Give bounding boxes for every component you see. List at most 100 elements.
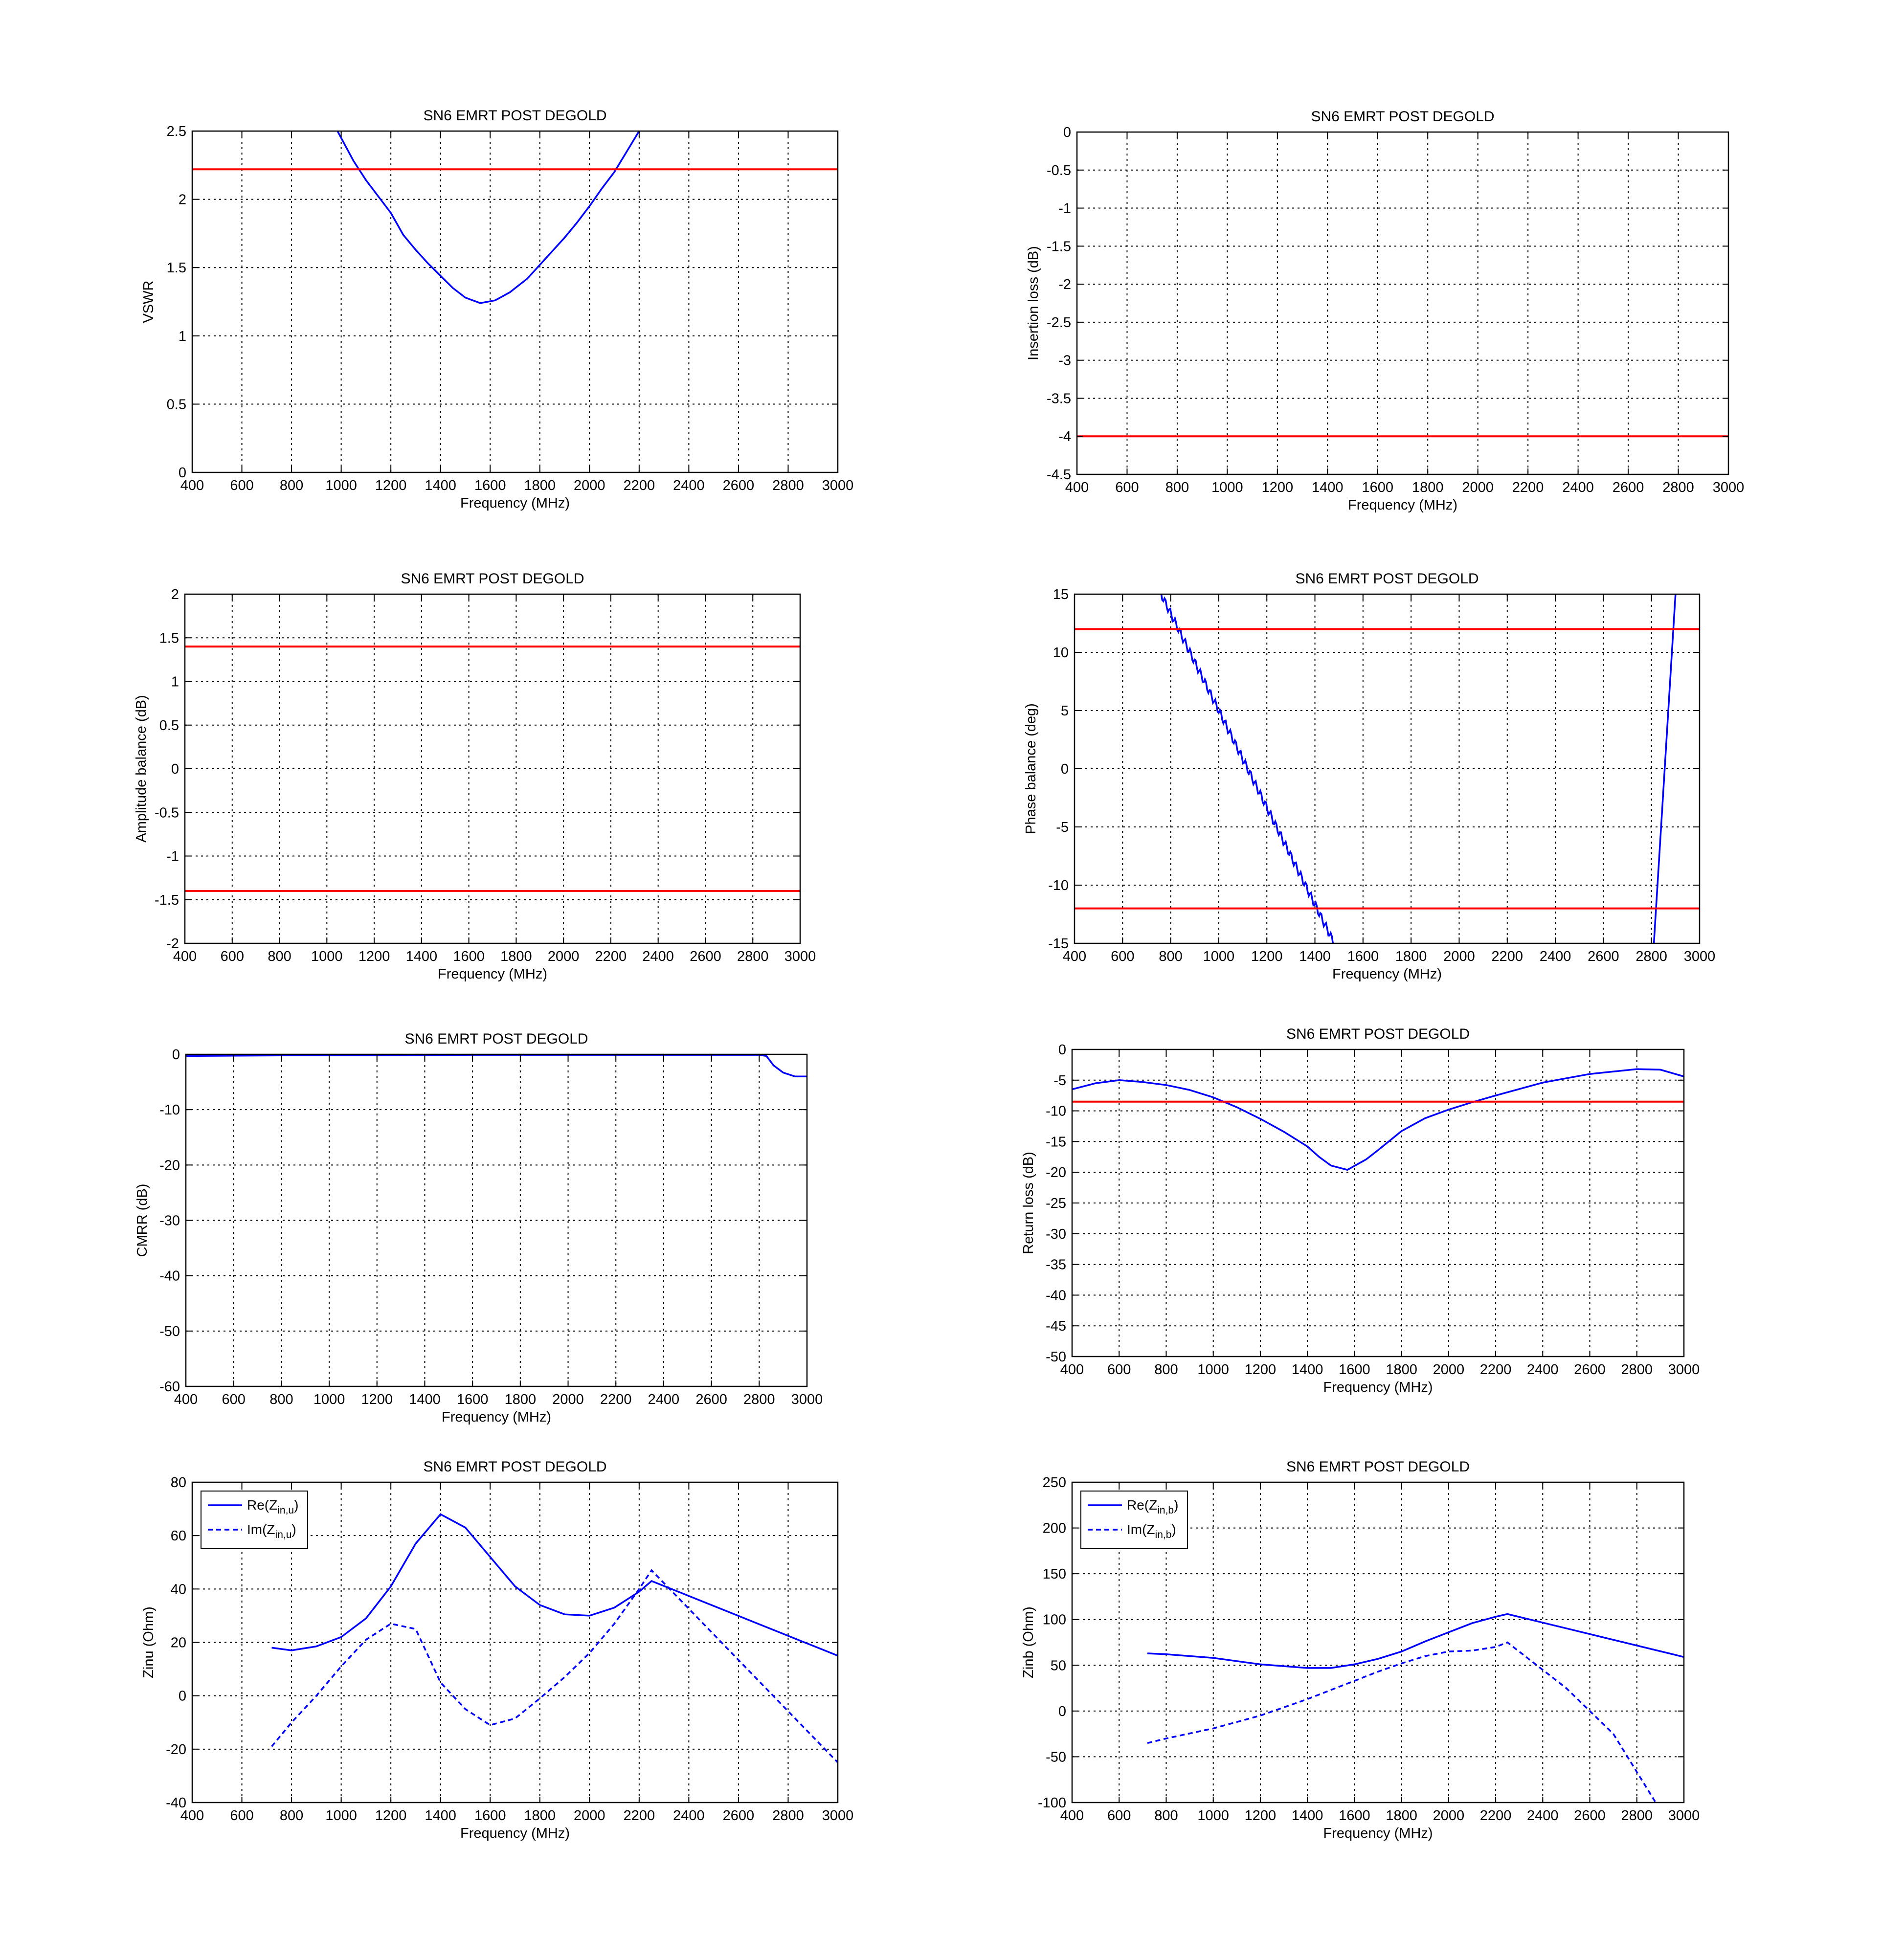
- x-tick-label: 1000: [1197, 1362, 1229, 1378]
- x-tick-label: 1200: [1251, 949, 1283, 964]
- x-tick-label: 600: [1107, 1808, 1131, 1824]
- chart-title: SN6 EMRT POST DEGOLD: [423, 1459, 606, 1475]
- x-tick-label: 1600: [474, 1808, 506, 1824]
- x-tick-label: 600: [1115, 480, 1139, 495]
- x-tick-label: 1200: [375, 1808, 407, 1824]
- x-tick-label: 1400: [1299, 949, 1331, 964]
- x-tick-label: 2400: [1540, 949, 1571, 964]
- legend-label-close: ): [1171, 1522, 1176, 1537]
- legend-label-sub: in,u: [275, 1529, 292, 1540]
- chart-title: SN6 EMRT POST DEGOLD: [401, 571, 584, 587]
- y-tick-label: -50: [1046, 1349, 1066, 1365]
- y-tick-label: 60: [171, 1528, 186, 1544]
- y-tick-label: 1: [171, 674, 179, 690]
- x-tick-label: 2800: [737, 949, 769, 964]
- x-tick-label: 3000: [822, 1808, 854, 1824]
- x-tick-label: 1600: [1362, 480, 1394, 495]
- y-tick-label: -1.5: [1047, 239, 1071, 254]
- data-series-0: [1072, 1068, 1684, 1171]
- y-tick-label: 1.5: [167, 260, 186, 276]
- x-tick-label: 2600: [695, 1392, 727, 1407]
- x-tick-label: 1800: [1412, 480, 1444, 495]
- x-tick-label: 2800: [743, 1392, 775, 1407]
- y-tick-label: 250: [1043, 1475, 1066, 1491]
- y-tick-label: 200: [1043, 1521, 1066, 1537]
- chart-title: SN6 EMRT POST DEGOLD: [423, 108, 606, 124]
- x-tick-label: 1200: [358, 949, 390, 964]
- y-axis-label: Amplitude balance (dB): [134, 695, 149, 842]
- phase-chart: 400 600 800 1000 1200 1400 1600 1800 2000 2200 240…: [1023, 571, 1715, 982]
- y-tick-label: -10: [1048, 878, 1069, 893]
- x-tick-label: 400: [1060, 1362, 1084, 1378]
- y-tick-label: -4.5: [1047, 467, 1071, 483]
- x-tick-label: 1600: [1339, 1362, 1370, 1378]
- y-tick-label: 80: [171, 1475, 186, 1491]
- x-tick-label: 800: [1154, 1808, 1178, 1824]
- x-tick-label: 1000: [311, 949, 343, 964]
- legend-label: Re(Zin,b): [1127, 1497, 1178, 1516]
- legend-label-sub: in,u: [277, 1505, 294, 1516]
- x-tick-label: 1000: [325, 478, 357, 493]
- y-tick-label: -15: [1046, 1134, 1066, 1150]
- x-tick-label: 1400: [409, 1392, 441, 1407]
- x-tick-label: 600: [230, 478, 253, 493]
- x-tick-label: 2400: [673, 1808, 705, 1824]
- y-axis-label: CMRR (dB): [134, 1184, 150, 1257]
- x-tick-label: 1000: [325, 1808, 357, 1824]
- x-tick-label: 1800: [500, 949, 532, 964]
- x-tick-label: 400: [180, 1808, 204, 1824]
- legend-label-close: ): [294, 1497, 298, 1513]
- x-tick-label: 2800: [1662, 480, 1694, 495]
- data-series-0: [1147, 1613, 1684, 1669]
- x-tick-label: 1400: [406, 949, 438, 964]
- y-tick-label: -1: [1058, 201, 1071, 217]
- y-tick-label: 0: [1058, 1704, 1066, 1719]
- y-tick-label: 0: [1061, 761, 1069, 777]
- x-tick-label: 1200: [361, 1392, 393, 1407]
- x-tick-label: 2400: [673, 478, 705, 493]
- x-axis-label: Frequency (MHz): [460, 1826, 570, 1841]
- y-tick-label: -2: [1058, 277, 1071, 292]
- x-tick-label: 1000: [1203, 949, 1235, 964]
- x-tick-label: 3000: [1684, 949, 1716, 964]
- x-tick-label: 400: [1063, 949, 1086, 964]
- y-tick-label: -50: [159, 1324, 180, 1339]
- y-tick-label: 0: [1063, 125, 1071, 140]
- y-tick-label: -0.5: [155, 805, 179, 821]
- x-tick-label: 2800: [1621, 1362, 1653, 1378]
- y-tick-label: 50: [1051, 1658, 1066, 1673]
- chart-title: SN6 EMRT POST DEGOLD: [1295, 571, 1478, 587]
- legend-label-sub: in,b: [1155, 1529, 1172, 1540]
- x-tick-label: 1200: [375, 478, 407, 493]
- y-tick-label: -2: [166, 936, 179, 952]
- x-tick-label: 1800: [524, 478, 556, 493]
- x-tick-label: 800: [280, 478, 303, 493]
- zinb-chart: 400 600 800 1000 1200 1400 1600 1800 2000 2200 240…: [1021, 1459, 1700, 1841]
- x-axis-label: Frequency (MHz): [1348, 497, 1457, 513]
- legend-label: Im(Zin,b): [1127, 1522, 1176, 1540]
- x-tick-label: 1600: [457, 1392, 489, 1407]
- x-axis-label: Frequency (MHz): [1323, 1826, 1433, 1841]
- x-tick-label: 1800: [1395, 949, 1427, 964]
- y-tick-label: -40: [1046, 1288, 1066, 1303]
- x-tick-label: 400: [174, 1392, 198, 1407]
- data-series-0: [336, 131, 640, 304]
- x-tick-label: 1200: [1262, 480, 1294, 495]
- x-tick-label: 3000: [784, 949, 816, 964]
- x-tick-label: 2200: [1480, 1362, 1512, 1378]
- plot-area: [1077, 132, 1728, 474]
- y-tick-label: -60: [159, 1379, 180, 1395]
- y-tick-label: -25: [1046, 1196, 1066, 1211]
- y-tick-label: 100: [1043, 1612, 1066, 1628]
- x-tick-label: 1800: [505, 1392, 537, 1407]
- x-tick-label: 1000: [314, 1392, 345, 1407]
- x-tick-label: 1400: [425, 1808, 456, 1824]
- chart-title: SN6 EMRT POST DEGOLD: [1311, 109, 1494, 125]
- x-tick-label: 3000: [791, 1392, 823, 1407]
- y-tick-label: 10: [1053, 645, 1069, 661]
- x-tick-label: 800: [280, 1808, 303, 1824]
- y-tick-label: -0.5: [1047, 163, 1071, 178]
- x-tick-label: 800: [1159, 949, 1182, 964]
- y-tick-label: 1: [179, 329, 186, 344]
- y-axis-label: Zinu (Ohm): [141, 1606, 157, 1678]
